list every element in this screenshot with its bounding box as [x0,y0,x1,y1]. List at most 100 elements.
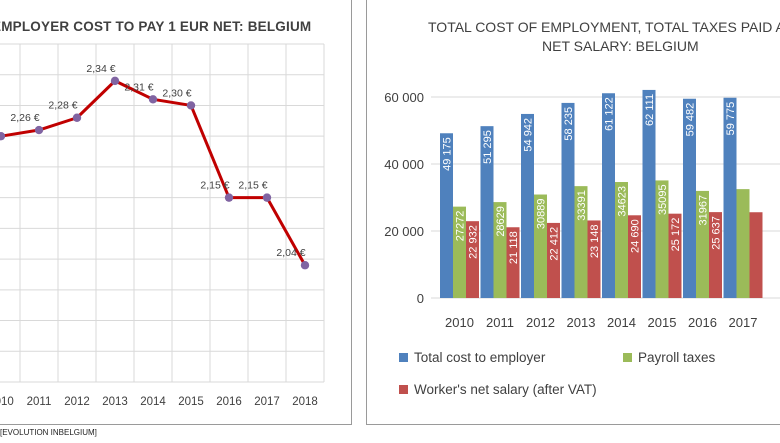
right-chart-panel: TOTAL COST OF EMPLOYMENT, TOTAL TAXES PA… [366,0,780,425]
bar-label-payroll-2014: 34623 [617,186,629,217]
bar-label-net-2015: 25 172 [670,218,682,252]
bar-label-total-cost-2010: 49 175 [442,137,454,171]
legend-swatch-payroll [623,353,632,362]
data-line [0,79,307,266]
bar-net-2014 [628,215,641,298]
y-tick-label: 40 000 [384,157,424,172]
left-chart-panel: EMPLOYER COST TO PAY 1 EUR NET: BELGIUM … [0,0,352,425]
bar-payroll-2010 [453,206,466,298]
bar-net-2016 [709,212,722,298]
bar-label-total-cost-2012: 54 942 [523,118,535,152]
data-point-2014 [148,95,158,104]
bar-label-payroll-2016: 31967 [698,195,710,226]
x-tick-label-2010: 2010 [0,396,14,408]
bar-net-2012 [547,222,560,298]
bar-net-2010 [466,221,479,298]
bar-net-2017 [749,212,763,298]
bar-payroll-2013 [574,186,588,298]
data-point-2013 [110,76,120,86]
bar-label-total-cost-2014: 61 122 [604,97,616,131]
bar-label-net-2010: 22 932 [468,225,480,259]
bar-label-payroll-2010: 27272 [455,211,467,242]
x-tick-label-2015: 2015 [178,396,204,408]
x-tick-label-2012: 2012 [64,396,90,408]
data-label-2012: 2,28 € [48,100,77,112]
x-tick-label-2010: 2010 [445,315,474,330]
x-tick-label-2016: 2016 [216,396,242,408]
x-tick-label-2016: 2016 [688,315,717,330]
bar-net-2015 [668,213,682,298]
x-tick-label-2013: 2013 [102,396,128,408]
x-tick-label-2018: 2018 [292,396,318,408]
data-point-2015 [186,101,196,110]
bar-total-cost-2015 [642,89,656,298]
x-tick-label-2011: 2011 [486,315,514,330]
bar-payroll-2011 [493,202,507,298]
legend-label-payroll: Payroll taxes [638,350,716,365]
bar-label-total-cost-2016: 59 482 [685,103,697,137]
data-point-2011 [34,125,44,135]
data-point-2010 [0,131,6,141]
bar-label-payroll-2015: 35095 [657,184,669,215]
bar-label-net-2012: 22 412 [549,227,561,261]
bar-total-cost-2011 [480,126,494,299]
legend-label-total-cost: Total cost to employer [414,350,546,365]
x-tick-label-2014: 2014 [140,396,166,408]
legend-swatch-net [399,385,408,394]
bar-payroll-2014 [615,182,628,298]
bar-payroll-2012 [534,194,547,298]
bar-net-2013 [587,220,601,298]
bar-label-payroll-2012: 30889 [536,199,548,230]
bar-chart: 0 20 000 40 000 60 000 49 175 27272 22 932 2010… [384,89,780,330]
right-chart-title-line2: NET SALARY: BELGIUM [542,38,699,54]
legend-label-net: Worker's net salary (after VAT) [414,382,597,397]
legend-swatch-total-cost [399,353,408,362]
bar-total-cost-2010 [440,133,453,298]
legend-item-total-cost: Total cost to employer [399,350,545,365]
data-label-2013: 2,34 € [86,63,115,75]
line-chart: 2010 2,26 € 2011 2,28 € 2012 2,34 € 2013 2,31 €… [0,43,325,408]
bar-payroll-2017 [736,189,750,298]
right-chart-title-line1: TOTAL COST OF EMPLOYMENT, TOTAL TAXES PA… [428,19,780,35]
footnote: [EVOLUTION INBELGIUM] [0,428,97,437]
data-point-2016 [224,193,234,202]
bar-label-net-2014: 24 690 [630,219,642,253]
x-tick-label-2011: 2011 [27,396,52,408]
data-point-2017 [262,193,272,202]
bar-label-total-cost-2015: 62 111 [644,94,656,126]
x-tick-label-2015: 2015 [648,315,677,330]
bar-label-payroll-2011: 28629 [495,206,507,237]
bar-total-cost-2014 [602,93,615,298]
bar-label-net-2016: 25 637 [711,216,723,250]
legend-item-payroll: Payroll taxes [623,350,715,365]
bar-label-total-cost-2017: 59 775 [725,102,737,136]
x-tick-label-2017: 2017 [729,315,758,330]
bar-label-net-2011: 21 118 [508,231,520,264]
data-label-2014: 2,31 € [124,81,153,93]
x-tick-label-2017: 2017 [254,396,280,408]
legend-item-net: Worker's net salary (after VAT) [399,382,597,397]
y-tick-label: 0 [417,291,424,306]
data-label-2011: 2,26 € [10,112,39,124]
data-point-2018 [300,261,310,270]
x-tick-label-2012: 2012 [526,315,555,330]
x-tick-label-2014: 2014 [607,315,636,330]
data-label-2016: 2,15 € [200,180,229,192]
data-label-2017: 2,15 € [238,180,267,192]
x-tick-label-2013: 2013 [567,315,596,330]
bar-payroll-2015 [655,180,669,298]
bar-label-payroll-2013: 33391 [576,190,588,221]
y-tick-label: 60 000 [384,90,424,105]
bar-total-cost-2017 [723,97,737,298]
bar-total-cost-2016 [683,98,696,299]
bar-label-total-cost-2011: 51 295 [482,130,494,164]
data-label-2015: 2,30 € [162,87,191,99]
bar-total-cost-2012 [521,113,534,298]
bar-net-2011 [506,227,520,298]
y-tick-label: 20 000 [384,224,424,239]
data-label-2018: 2,04 € [276,247,305,259]
data-point-2012 [72,113,82,122]
bar-label-net-2013: 23 148 [589,224,601,258]
bar-label-total-cost-2013: 58 235 [563,107,575,141]
bar-payroll-2016 [696,190,709,298]
